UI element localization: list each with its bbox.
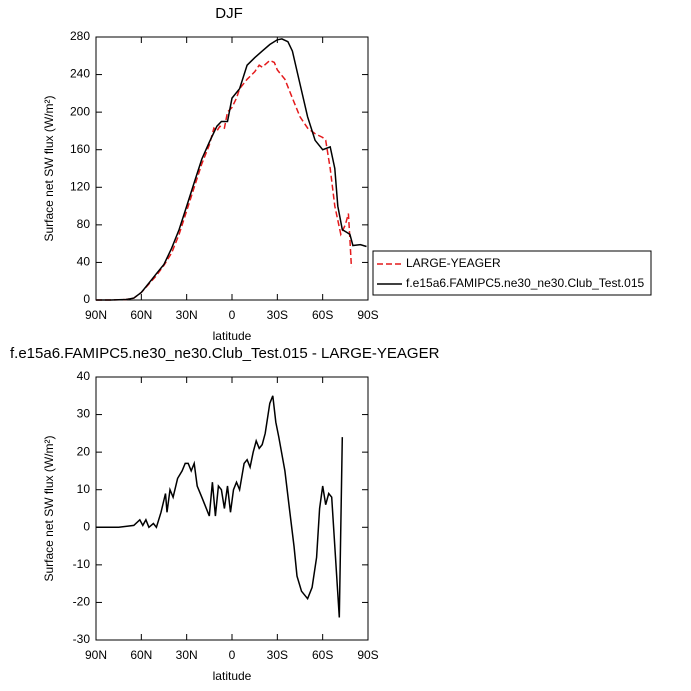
y-tick-label: 200	[70, 104, 90, 118]
x-axis-label: latitude	[213, 669, 252, 683]
y-tick-label: 0	[83, 519, 90, 533]
y-tick-label: 30	[77, 407, 91, 421]
y-axis-label: Surface net SW flux (W/m²)	[42, 95, 56, 241]
x-tick-label: 0	[229, 308, 236, 322]
y-tick-label: 0	[83, 292, 90, 306]
legend-box	[372, 250, 652, 296]
x-tick-label: 90S	[357, 648, 378, 662]
x-tick-label: 0	[229, 648, 236, 662]
y-tick-label: -10	[73, 557, 91, 571]
x-tick-label: 90S	[357, 308, 378, 322]
data-line	[96, 59, 353, 301]
x-tick-label: 60S	[312, 308, 333, 322]
x-tick-label: 60N	[130, 648, 152, 662]
plot-frame	[95, 36, 369, 301]
x-tick-label: 30N	[176, 308, 198, 322]
y-tick-label: 80	[77, 217, 91, 231]
x-tick-label: 60S	[312, 648, 333, 662]
data-line	[96, 38, 367, 301]
y-tick-label: 280	[70, 29, 90, 43]
data-line	[96, 395, 344, 618]
y-tick-label: 40	[77, 369, 91, 383]
x-tick-label: 90N	[85, 308, 107, 322]
x-tick-label: 60N	[130, 308, 152, 322]
y-tick-label: -20	[73, 595, 91, 609]
y-tick-label: 10	[77, 482, 91, 496]
x-tick-label: 90N	[85, 648, 107, 662]
y-tick-label: 20	[77, 444, 91, 458]
plot-frame	[95, 376, 369, 641]
x-tick-label: 30S	[267, 648, 288, 662]
y-tick-label: -30	[73, 632, 91, 646]
x-axis-label: latitude	[213, 329, 252, 343]
y-tick-label: 160	[70, 142, 90, 156]
x-tick-label: 30S	[267, 308, 288, 322]
y-tick-label: 120	[70, 179, 90, 193]
chart-title: DJF	[215, 5, 243, 22]
legend-label: LARGE-YEAGER	[406, 256, 501, 270]
legend-label: f.e15a6.FAMIPC5.ne30_ne30.Club_Test.015	[406, 276, 644, 290]
x-tick-label: 30N	[176, 648, 198, 662]
y-tick-label: 40	[77, 255, 91, 269]
y-tick-label: 240	[70, 67, 90, 81]
y-axis-label: Surface net SW flux (W/m²)	[42, 435, 56, 581]
chart-title: f.e15a6.FAMIPC5.ne30_ne30.Club_Test.015 …	[10, 345, 440, 362]
